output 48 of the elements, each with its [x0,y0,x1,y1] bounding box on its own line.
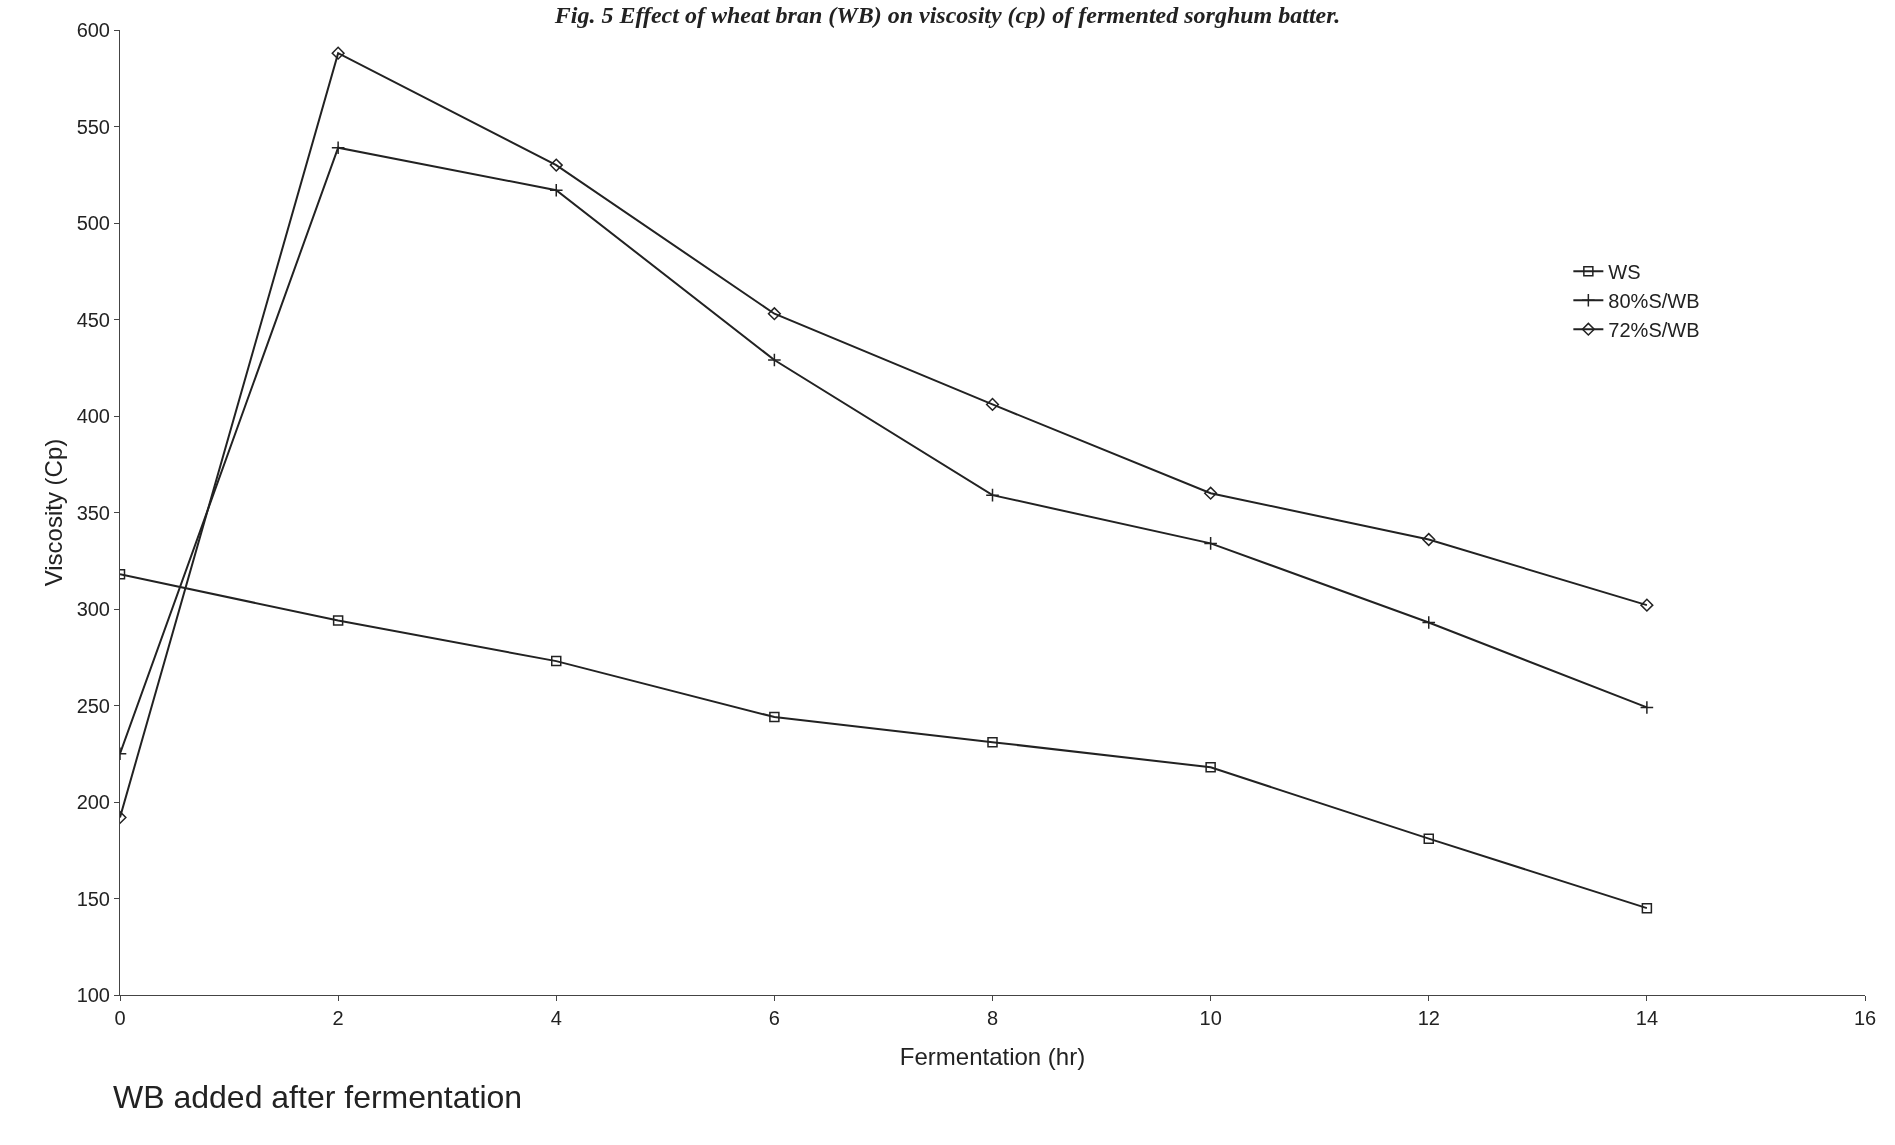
y-tick-label: 400 [76,405,110,427]
point [1640,598,1654,612]
point [549,158,563,172]
legend-label: 80%S/WB [1608,290,1700,312]
point [1641,902,1653,914]
x-tick-label: 4 [550,1007,562,1029]
point [767,307,781,321]
y-tick-label: 150 [76,887,110,910]
x-tick-label: 12 [1417,1007,1440,1029]
y-tick-label: 550 [76,115,110,138]
point [1639,700,1654,715]
point [1423,833,1434,844]
x-tick-label: 2 [332,1007,344,1029]
point [987,736,998,748]
point [332,615,344,626]
text: WB added after fermentation [113,1079,523,1115]
point [985,488,1000,503]
y-tick-label: 450 [76,308,110,331]
point [1204,486,1218,500]
y-tick-label: 300 [76,598,110,620]
point [549,183,564,198]
x-tick-label: 16 [1853,1007,1877,1029]
point [331,140,346,155]
y-tick-label: 350 [76,501,110,524]
point [1203,536,1218,551]
point [1422,532,1436,547]
x-tick-label: 10 [1199,1007,1222,1029]
y-tick-label: 500 [76,212,110,234]
y-tick-label: 600 [76,19,110,41]
point [769,711,780,723]
y-tick-label: 200 [76,791,110,813]
x-tick-label: 8 [986,1007,999,1029]
legend-label: WS [1608,261,1641,283]
y-tick-label: 100 [76,984,110,1006]
x-tick-label: 0 [114,1007,126,1029]
legend-label: 72%S/WB [1608,319,1700,341]
point [1421,615,1436,630]
point [1205,762,1216,773]
point [331,46,345,60]
point [551,655,562,667]
chart-title: Fig. 5 Effect of wheat bran (WB) on viscosity (cp) of fermented sorghum batter. [553,1,1341,28]
point [985,397,1000,412]
point [767,352,782,368]
x-axis-title: Fermentation (hr) [899,1043,1086,1071]
y-axis-title: Viscosity (Cp) [40,438,67,587]
y-tick-label: 250 [76,694,110,717]
x-tick-label: 6 [768,1007,780,1029]
x-tick-label: 14 [1635,1007,1659,1029]
